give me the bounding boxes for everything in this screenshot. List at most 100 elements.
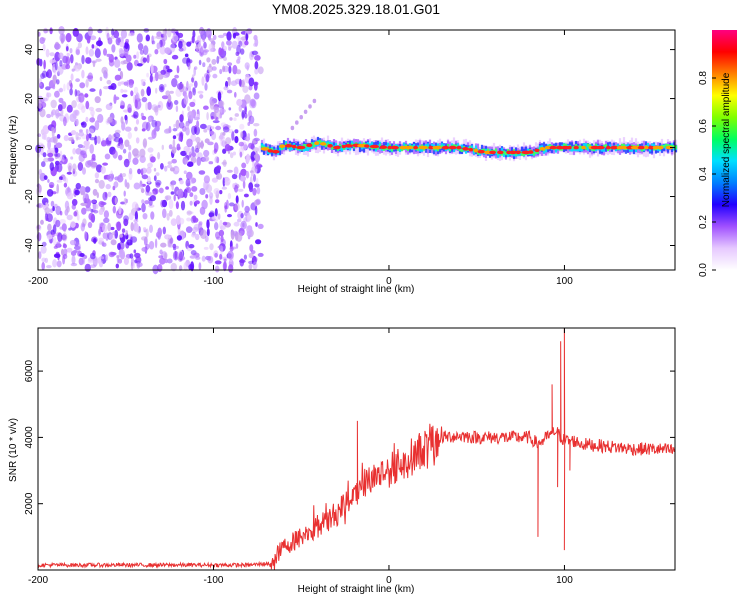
noise-blob [232,183,235,189]
noise-blob [152,76,156,82]
track-cell [342,147,346,150]
noise-blob [193,67,196,77]
noise-blob [81,69,85,79]
noise-blob [81,223,86,228]
noise-blob [81,54,85,65]
noise-blob [172,128,178,132]
track-cell [608,144,612,147]
noise-blob [148,117,152,123]
track-peak [657,145,664,150]
track-cell [646,143,650,149]
track-peak [403,145,414,150]
noise-blob [187,110,194,120]
noise-blob [98,237,104,243]
noise-blob [239,123,245,130]
noise-blob [123,47,129,57]
noise-blob [234,113,239,117]
noise-blob [151,35,154,45]
track-cell [296,141,300,150]
track-cell [586,144,590,151]
noise-blob [160,69,166,75]
track-peak [497,150,504,155]
noise-blob [114,74,122,81]
noise-blob [211,66,217,71]
noise-blob [183,170,187,174]
noise-blob [252,140,257,144]
noise-blob [227,125,231,129]
noise-blob [203,149,210,157]
noise-blob [49,184,54,188]
noise-blob [154,238,158,249]
noise-blob [149,240,155,250]
noise-blob [209,243,214,251]
noise-blob [54,43,61,50]
noise-blob [234,202,240,211]
track-cell [378,143,382,146]
noise-blob [87,221,93,229]
x-tick-label: -200 [28,276,48,287]
noise-blob [98,222,106,228]
noise-blob [159,249,163,255]
noise-blob [36,232,42,242]
noise-blob [233,166,239,175]
noise-blob [70,156,74,160]
noise-blob [244,62,250,70]
noise-blob [197,90,204,94]
noise-blob [153,175,157,182]
noise-blob [244,205,250,213]
noise-blob [254,206,258,216]
track-cell [570,142,574,149]
noise-blob [113,30,120,39]
noise-blob [240,131,244,139]
track-cell [504,151,508,156]
noise-blob [54,90,60,98]
noise-blob [169,90,174,94]
noise-blob [122,148,127,154]
noise-blob [252,261,258,270]
noise-blob [217,34,225,39]
noise-blob [233,117,237,121]
noise-blob [163,83,167,88]
noise-blob [45,48,50,58]
noise-blob [147,136,154,140]
noise-blob [223,258,227,262]
noise-blob [187,106,191,112]
noise-blob [45,202,48,206]
track-cell [420,144,424,147]
track-cell [344,146,348,150]
track-cell [512,149,516,152]
noise-blob [168,199,174,210]
noise-blob [89,35,97,41]
noise-blob [191,186,198,192]
track-cell [384,147,388,150]
noise-blob [145,228,149,238]
noise-blob [240,168,247,177]
noise-blob [162,208,167,219]
noise-blob [155,182,161,188]
noise-blob [137,168,142,175]
track-cell [424,146,428,153]
track-cell [566,147,570,153]
noise-blob [239,258,245,267]
noise-blob [167,243,174,248]
noise-blob [178,217,185,225]
noise-blob [240,48,245,55]
noise-blob [178,136,182,142]
noise-blob [141,236,148,241]
colorbar: 0.0 0.2 0.4 0.6 0.8 Normalized spectral ampl… [698,30,737,277]
noise-blob [228,264,234,273]
noise-blob [142,57,147,63]
noise-blob [164,258,168,264]
noise-blob [168,125,172,134]
noise-blob [188,244,195,249]
noise-blob [107,222,112,232]
track-peak [595,145,605,150]
noise-blob [134,211,138,221]
noise-blob [96,192,100,199]
noise-blob [96,40,103,47]
noise-blob [213,105,218,110]
noise-blob [85,143,90,150]
track-cell [394,144,398,147]
noise-blob [180,150,188,157]
noise-blob [99,88,102,97]
